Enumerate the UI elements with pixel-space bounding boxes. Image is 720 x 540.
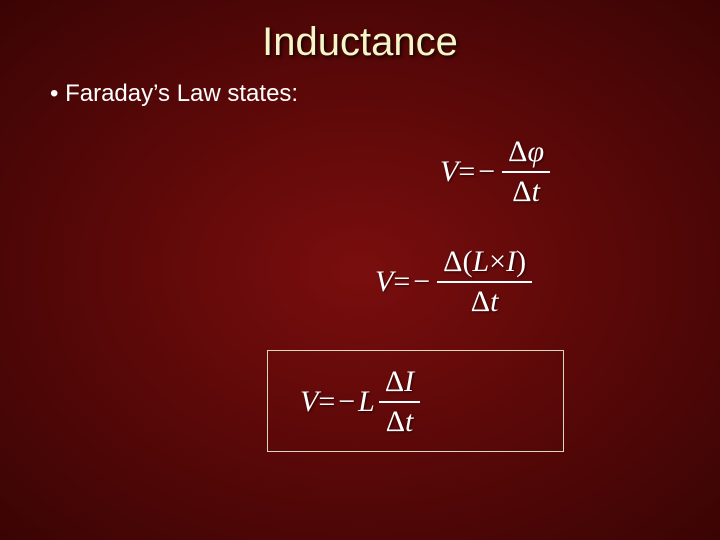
eq1-minus: − [475,155,498,189]
equation-3: V = − L ΔI Δt [300,365,424,439]
eq2-lhs: V [375,265,393,299]
eq3-equals: = [318,385,335,419]
bullet-text: Faraday’s Law states: [50,80,720,108]
eq2-num-close: ) [516,245,526,278]
eq1-num-var: φ [527,135,544,168]
eq2-num-delta: Δ [443,245,462,278]
eq2-num-l: L [472,245,489,278]
equation-1: V = − Δφ Δt [440,135,554,209]
eq1-den-var: t [532,175,540,208]
eq3-fraction: ΔI Δt [379,365,420,439]
equation-2: V = − Δ(L×I) Δt [375,245,536,319]
eq2-num-times: × [489,245,506,278]
slide-title: Inductance [0,20,720,65]
eq3-coef: L [358,385,375,419]
eq2-equals: = [393,265,410,299]
eq1-fraction: Δφ Δt [502,135,550,209]
eq2-den-var: t [490,285,498,318]
eq1-den-delta: Δ [512,175,531,208]
eq3-den-delta: Δ [386,405,405,438]
eq2-fraction: Δ(L×I) Δt [437,245,532,319]
eq2-minus: − [410,265,433,299]
eq3-lhs: V [300,385,318,419]
eq2-num-open: ( [462,245,472,278]
eq3-num-var: I [404,365,414,398]
eq1-equals: = [458,155,475,189]
eq2-num-i: I [506,245,516,278]
eq2-den-delta: Δ [471,285,490,318]
eq3-num-delta: Δ [385,365,404,398]
eq1-lhs: V [440,155,458,189]
eq3-den-var: t [405,405,413,438]
eq1-num-delta: Δ [508,135,527,168]
eq3-minus: − [335,385,358,419]
